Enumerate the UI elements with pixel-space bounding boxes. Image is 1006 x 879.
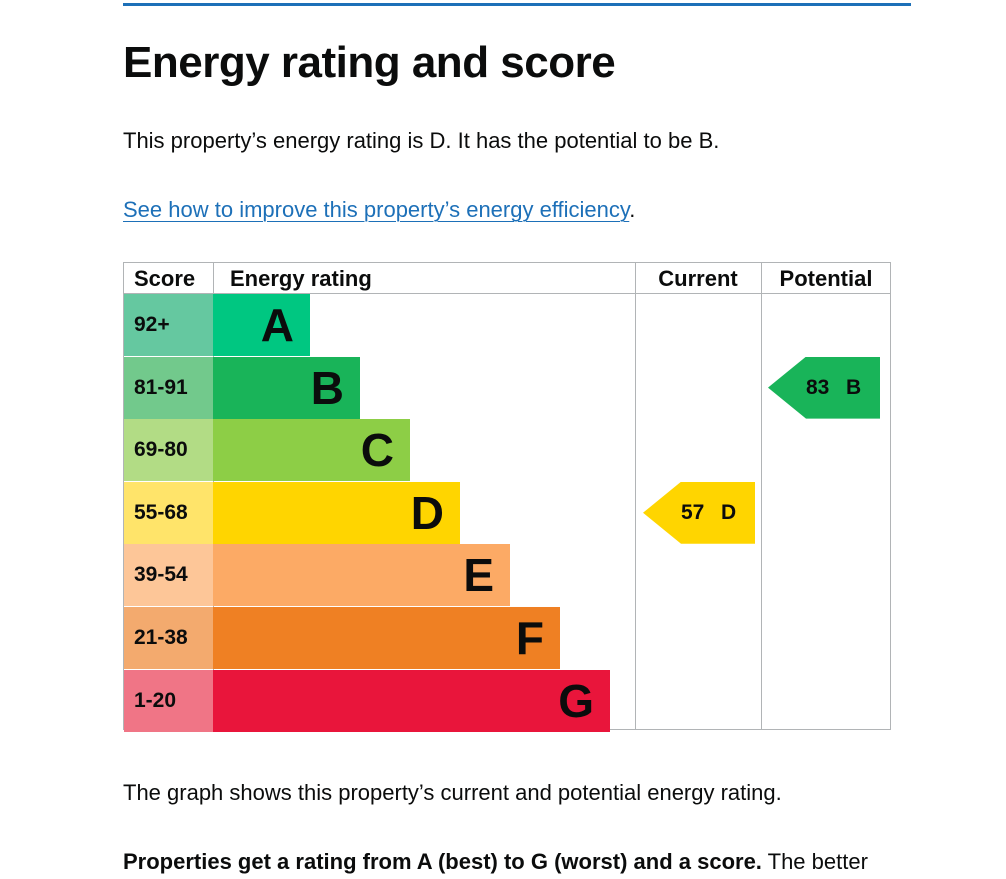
footer-paragraph: Properties get a rating from A (best) to… — [123, 848, 868, 876]
rating-bar-e: E — [213, 544, 510, 607]
rating-bar-f: F — [213, 607, 560, 669]
footer-text: The better — [761, 849, 868, 874]
header-score: Score — [134, 266, 196, 291]
current-band: D — [721, 500, 737, 524]
potential-band: B — [846, 375, 862, 399]
score-range: 1-20 — [124, 669, 213, 732]
rating-row-g: 1-20 G — [124, 669, 635, 732]
improve-paragraph: See how to improve this property’s energ… — [123, 196, 635, 224]
page-title: Energy rating and score — [123, 38, 616, 87]
current-score: 57 — [681, 500, 705, 524]
improve-link[interactable]: See how to improve this property’s energ… — [123, 197, 630, 222]
rating-row-a: 92+ A — [124, 294, 635, 356]
rating-row-c: 69-80 C — [124, 419, 635, 482]
score-range: 55-68 — [124, 481, 213, 544]
potential-score: 83 — [806, 375, 830, 399]
current-rating-arrow: 57 D — [643, 481, 755, 544]
description-text: The graph shows this property’s current … — [123, 780, 782, 805]
header-potential: Potential — [779, 266, 873, 291]
intro-text: This property’s energy rating is D. It h… — [123, 128, 720, 153]
top-rule — [123, 3, 911, 6]
potential-rating-arrow: 83 B — [768, 356, 880, 419]
rating-row-b: 81-91 B — [124, 356, 635, 419]
score-range: 21-38 — [124, 607, 213, 669]
score-range: 81-91 — [124, 356, 213, 419]
rating-bar-b: B — [213, 356, 360, 419]
rating-row-d: 55-68 D — [124, 481, 635, 544]
rating-row-e: 39-54 E — [124, 544, 635, 607]
divider-current — [635, 263, 636, 729]
divider-potential — [761, 263, 762, 729]
improve-link-suffix: . — [629, 197, 636, 222]
footer-bold-text: Properties get a rating from A (best) to… — [123, 849, 762, 874]
score-range: 39-54 — [124, 544, 213, 607]
header-divider — [124, 293, 890, 294]
rating-bar-d: D — [213, 481, 460, 544]
header-current: Current — [658, 266, 738, 291]
score-range: 69-80 — [124, 419, 213, 482]
score-range: 92+ — [124, 294, 213, 356]
rating-bar-c: C — [213, 419, 410, 482]
rating-row-f: 21-38 F — [124, 607, 635, 669]
energy-rating-chart: Score Energy rating Current Potential 92… — [123, 262, 891, 732]
header-energy-rating: Energy rating — [230, 266, 372, 291]
rating-bar-g: G — [213, 669, 610, 732]
rating-bar-a: A — [213, 294, 310, 356]
